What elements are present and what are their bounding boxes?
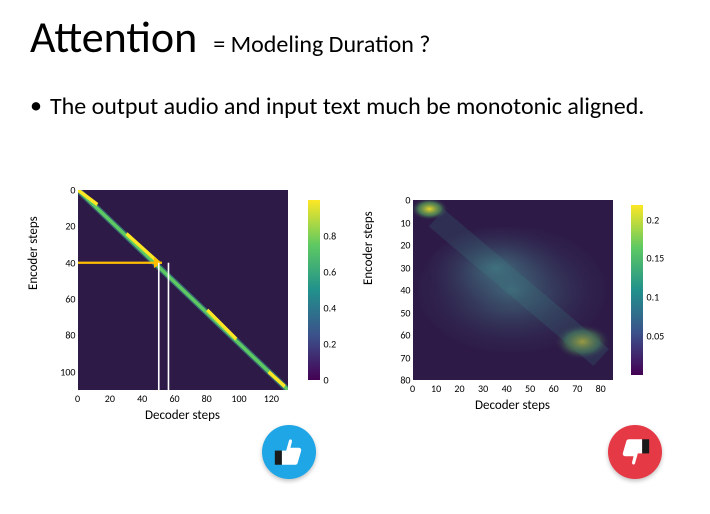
colorbar-left [308, 200, 320, 380]
ytick: 50 [391, 306, 411, 319]
ytick: 80 [56, 329, 76, 342]
ytick: 80 [391, 374, 411, 387]
slide-title-area: Attention = Modeling Duration ? [0, 0, 710, 64]
heatmap-left [78, 190, 288, 390]
xtick: 40 [137, 392, 147, 405]
cbtick: 0.2 [324, 338, 337, 351]
thumb-down-svg [618, 435, 652, 469]
xtick: 80 [596, 382, 606, 395]
bullet-text: The output audio and input text much be … [50, 92, 644, 122]
bullet-area: • The output audio and input text much b… [0, 64, 710, 122]
colorbar-ticks-left: 0 0.2 0.4 0.6 0.8 [324, 200, 354, 380]
xtick: 0 [75, 392, 80, 405]
xtick: 20 [454, 382, 464, 395]
cbtick: 0.4 [324, 302, 337, 315]
ytick: 60 [391, 329, 411, 342]
xticks-left: 0 20 40 60 80 100 120 [78, 392, 288, 406]
attention-chart-good: Encoder steps 0 20 40 60 80 100 [28, 190, 348, 450]
ytick: 0 [56, 184, 76, 197]
xtick: 80 [202, 392, 212, 405]
xlabel-right: Decoder steps [413, 398, 613, 413]
cbtick: 0.15 [647, 251, 665, 264]
heatmap-left-svg [78, 190, 288, 390]
attention-chart-bad: Encoder steps 0 10 20 30 40 50 60 70 80 [363, 190, 683, 450]
cbtick: 0.2 [647, 214, 660, 227]
ytick: 70 [391, 351, 411, 364]
xtick: 60 [549, 382, 559, 395]
bullet-marker: • [30, 92, 42, 121]
title-main: Attention [30, 10, 197, 64]
colorbar-right [631, 205, 643, 375]
ytick: 60 [56, 293, 76, 306]
ytick: 20 [391, 239, 411, 252]
ytick: 0 [391, 194, 411, 207]
xtick: 50 [525, 382, 535, 395]
xlabel-left: Decoder steps [78, 408, 288, 423]
xticks-right: 0 10 20 30 40 50 60 70 80 [413, 382, 613, 396]
cbtick: 0.05 [647, 329, 665, 342]
xtick: 30 [478, 382, 488, 395]
ytick: 40 [391, 284, 411, 297]
xtick: 70 [572, 382, 582, 395]
charts-row: Encoder steps 0 20 40 60 80 100 [0, 190, 710, 450]
title-sub: = Modeling Duration ? [213, 30, 430, 59]
heatmap-right [413, 200, 613, 380]
ytick: 100 [56, 365, 76, 378]
heatmap-right-svg [413, 200, 613, 380]
xtick: 60 [169, 392, 179, 405]
ylabel-right: Encoder steps [361, 211, 376, 285]
yticks-left: 0 20 40 60 80 100 [56, 190, 76, 390]
thumbs-up-icon [262, 425, 316, 479]
yticks-right: 0 10 20 30 40 50 60 70 80 [391, 200, 411, 380]
thumb-up-svg [272, 435, 306, 469]
xtick: 20 [105, 392, 115, 405]
xtick: 40 [502, 382, 512, 395]
ytick: 30 [391, 261, 411, 274]
cbtick: 0.8 [324, 230, 337, 243]
ytick: 20 [56, 220, 76, 233]
ylabel-left: Encoder steps [26, 216, 41, 290]
ytick: 10 [391, 216, 411, 229]
xtick: 100 [231, 392, 246, 405]
ytick: 40 [56, 256, 76, 269]
cbtick: 0.1 [647, 290, 660, 303]
thumbs-down-icon [608, 425, 662, 479]
xtick: 10 [431, 382, 441, 395]
cbtick: 0.6 [324, 266, 337, 279]
cbtick: 0 [324, 374, 329, 387]
xtick: 0 [410, 382, 415, 395]
colorbar-ticks-right: 0.05 0.1 0.15 0.2 [647, 205, 677, 375]
xtick: 120 [264, 392, 279, 405]
